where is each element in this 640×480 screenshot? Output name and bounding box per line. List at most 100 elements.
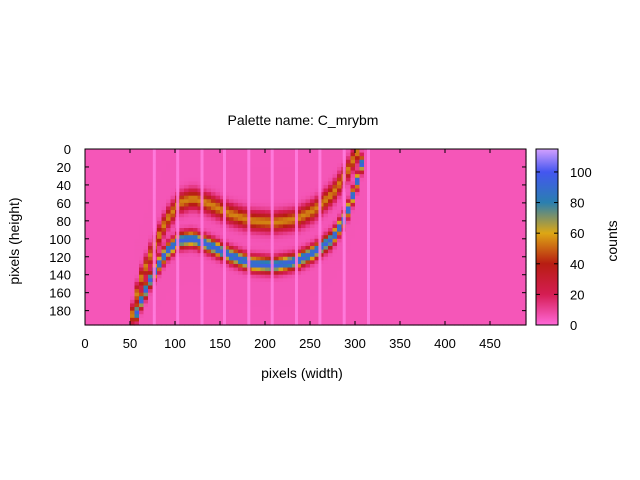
heatmap-cell — [314, 310, 320, 315]
x-tick-label: 400 — [434, 336, 456, 351]
heatmap-cell — [193, 260, 199, 265]
heatmap-cell — [121, 274, 127, 279]
heatmap-cell — [517, 299, 523, 305]
heatmap-cell — [211, 285, 217, 290]
heatmap-cell — [103, 195, 109, 200]
heatmap-cell — [449, 235, 455, 240]
heatmap-cell — [454, 202, 460, 208]
heatmap-cell — [148, 217, 154, 222]
heatmap-cell — [377, 285, 383, 290]
heatmap-cell — [274, 217, 280, 222]
heatmap-cell — [521, 253, 527, 258]
heatmap-cell — [494, 292, 500, 297]
heatmap-cell — [521, 249, 527, 254]
heatmap-cell — [265, 213, 271, 218]
heatmap-cell — [116, 159, 122, 164]
heatmap-cell — [350, 299, 356, 305]
heatmap-cell — [350, 188, 356, 193]
heatmap-cell — [179, 314, 185, 319]
heatmap-cell — [359, 156, 365, 161]
heatmap-cell — [499, 206, 505, 211]
heatmap-cell — [211, 289, 217, 294]
heatmap-cell — [458, 285, 464, 290]
heatmap-cell — [386, 181, 392, 186]
heatmap-cell — [265, 170, 271, 175]
heatmap-cell — [179, 220, 185, 226]
heatmap-cell — [296, 256, 302, 261]
heatmap-cell — [287, 263, 293, 269]
heatmap-cell — [260, 256, 266, 261]
heatmap-cell — [89, 245, 95, 251]
heatmap-cell — [508, 263, 514, 269]
heatmap-cell — [422, 195, 428, 200]
heatmap-cell — [517, 177, 523, 182]
heatmap-cell — [179, 231, 185, 236]
heatmap-cell — [337, 242, 343, 247]
heatmap-cell — [440, 210, 446, 215]
heatmap-cell — [287, 174, 293, 179]
heatmap-cell — [238, 170, 244, 175]
heatmap-cell — [490, 249, 496, 254]
heatmap-cell — [310, 174, 316, 179]
heatmap-cell — [404, 317, 410, 323]
heatmap-cell — [350, 170, 356, 175]
heatmap-cell — [490, 310, 496, 315]
heatmap-cell — [508, 278, 514, 283]
heatmap-cell — [148, 307, 154, 312]
heatmap-cell — [391, 152, 397, 157]
heatmap-cell — [454, 195, 460, 200]
heatmap-cell — [409, 317, 415, 323]
heatmap-cell — [134, 170, 140, 175]
heatmap-cell — [215, 317, 221, 323]
heatmap-cell — [355, 235, 361, 240]
heatmap-cell — [521, 235, 527, 240]
heatmap-cell — [310, 202, 316, 208]
heatmap-cell — [98, 292, 104, 297]
heatmap-cell — [116, 271, 122, 276]
heatmap-cell — [296, 317, 302, 323]
heatmap-cell — [400, 149, 406, 154]
heatmap-cell — [242, 210, 248, 215]
heatmap-cell — [98, 267, 104, 272]
heatmap-cell — [467, 249, 473, 254]
heatmap-cell — [418, 249, 424, 254]
heatmap-cell — [319, 210, 325, 215]
heatmap-cell — [368, 202, 374, 208]
heatmap-cell — [283, 242, 289, 247]
heatmap-cell — [359, 278, 365, 283]
heatmap-cell — [485, 163, 491, 168]
heatmap-cell — [166, 242, 172, 247]
heatmap-cell — [157, 213, 163, 218]
heatmap-cell — [184, 217, 190, 222]
heatmap-cell — [310, 238, 316, 243]
heatmap-cell — [458, 274, 464, 279]
heatmap-cell — [427, 314, 433, 319]
heatmap-cell — [395, 292, 401, 297]
heatmap-cell — [458, 256, 464, 261]
heatmap-cell — [103, 152, 109, 157]
heatmap-cell — [170, 271, 176, 276]
heatmap-cell — [215, 292, 221, 297]
heatmap-cell — [413, 238, 419, 243]
heatmap-cell — [445, 256, 451, 261]
heatmap-cell — [517, 213, 523, 218]
heatmap-cell — [373, 159, 379, 164]
heatmap-cell — [278, 188, 284, 193]
heatmap-cell — [238, 213, 244, 218]
heatmap-cell — [305, 188, 311, 193]
heatmap-cell — [287, 156, 293, 161]
heatmap-cell — [157, 159, 163, 164]
heatmap-cell — [458, 310, 464, 315]
heatmap-cell — [148, 292, 154, 297]
heatmap-cell — [179, 307, 185, 312]
heatmap-cell — [85, 213, 91, 218]
heatmap-cell — [89, 156, 95, 161]
heatmap-cell — [467, 253, 473, 258]
heatmap-cell — [310, 296, 316, 301]
heatmap-cell — [449, 174, 455, 179]
heatmap-cell — [346, 177, 352, 182]
heatmap-cell — [368, 156, 374, 161]
heatmap-cell — [224, 281, 230, 287]
heatmap-cell — [134, 263, 140, 269]
heatmap-cell — [256, 156, 262, 161]
